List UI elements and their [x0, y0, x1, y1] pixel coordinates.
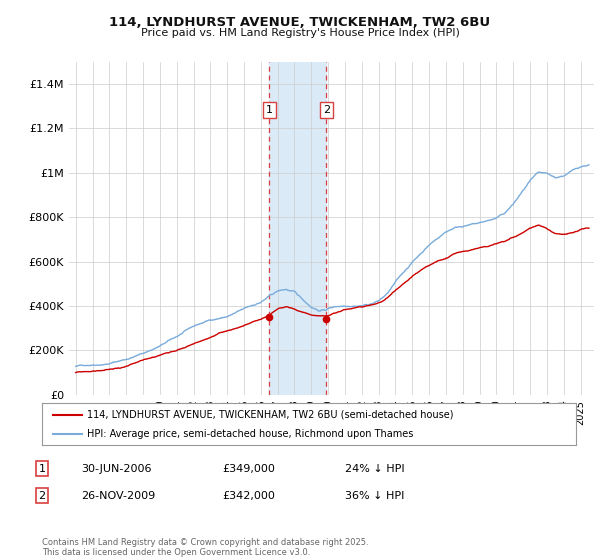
Text: 26-NOV-2009: 26-NOV-2009	[81, 491, 155, 501]
Text: HPI: Average price, semi-detached house, Richmond upon Thames: HPI: Average price, semi-detached house,…	[88, 429, 414, 439]
Bar	[269, 62, 326, 395]
Text: £349,000: £349,000	[222, 464, 275, 474]
Text: 1: 1	[38, 464, 46, 474]
Text: £342,000: £342,000	[222, 491, 275, 501]
Text: Contains HM Land Registry data © Crown copyright and database right 2025.
This d: Contains HM Land Registry data © Crown c…	[42, 538, 368, 557]
Text: 114, LYNDHURST AVENUE, TWICKENHAM, TW2 6BU (semi-detached house): 114, LYNDHURST AVENUE, TWICKENHAM, TW2 6…	[88, 409, 454, 419]
Text: Price paid vs. HM Land Registry's House Price Index (HPI): Price paid vs. HM Land Registry's House …	[140, 28, 460, 38]
Text: 1: 1	[266, 105, 273, 115]
Text: 2: 2	[38, 491, 46, 501]
Text: 36% ↓ HPI: 36% ↓ HPI	[345, 491, 404, 501]
Text: 24% ↓ HPI: 24% ↓ HPI	[345, 464, 404, 474]
Text: 114, LYNDHURST AVENUE, TWICKENHAM, TW2 6BU: 114, LYNDHURST AVENUE, TWICKENHAM, TW2 6…	[109, 16, 491, 29]
Text: 2: 2	[323, 105, 330, 115]
Text: 30-JUN-2006: 30-JUN-2006	[81, 464, 151, 474]
